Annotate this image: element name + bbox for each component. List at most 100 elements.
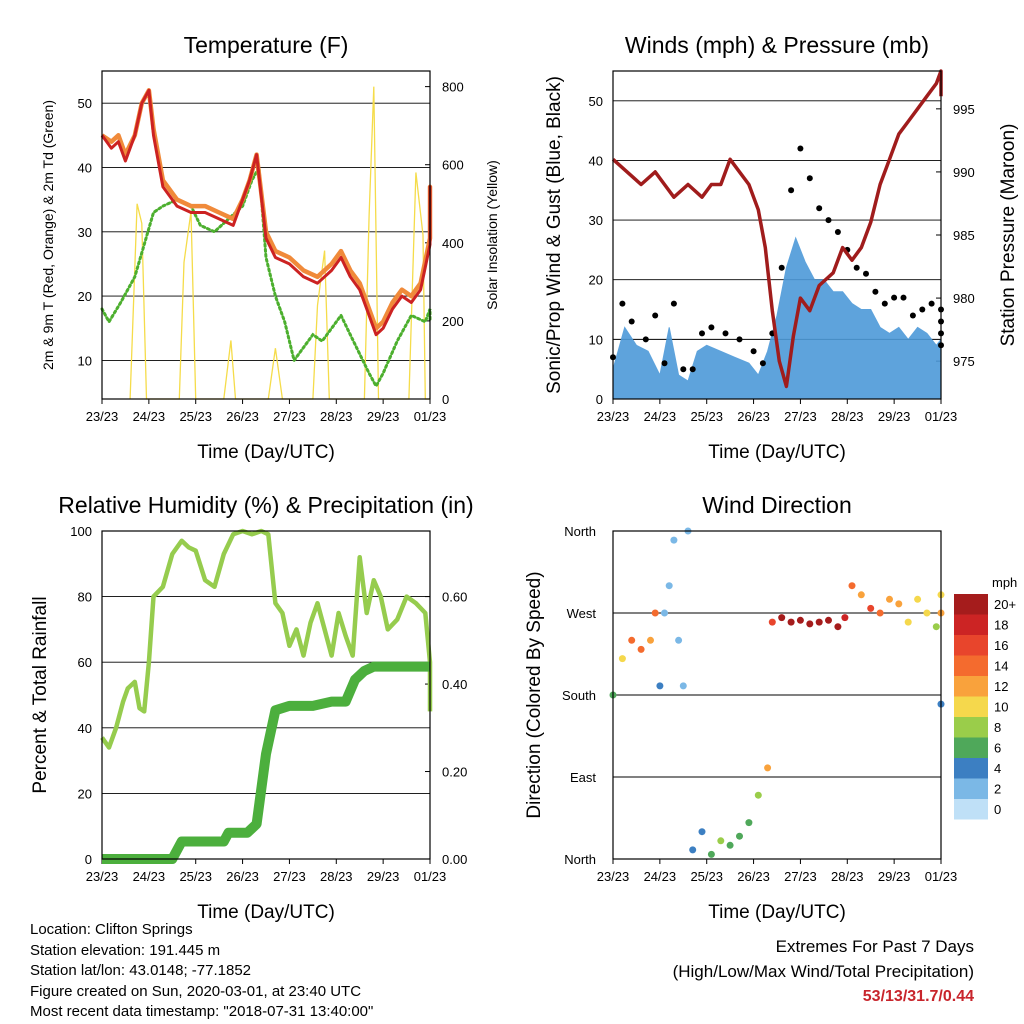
x-axis-label-2: Time (Day/UTC) [197,902,335,923]
direction-point-8 [665,582,673,590]
y-tick-label-0-3: 40 [78,160,92,175]
series-area-wind [612,236,942,400]
legend-swatch-7 [954,737,988,758]
y-tick-label-2-5: 100 [70,524,92,539]
gust-point-18 [797,145,804,152]
x-tick-label-1-6: 29/23 [878,409,911,424]
x-tick-label-2-4: 27/23 [273,869,306,884]
legend-title: mph [992,575,1017,590]
legend-swatch-0 [954,594,988,615]
y-axis-label-1: Sonic/Prop Wind & Gust (Blue, Black) [544,76,565,394]
x-tick-label-0-0: 23/23 [86,409,119,424]
y-tick-label-0-1: 20 [78,289,92,304]
y2-tick-label-1-3: 990 [953,165,975,180]
direction-point-24 [787,618,795,626]
direction-point-32 [857,591,865,599]
direction-point-31 [848,582,856,590]
legend-swatch-4 [954,676,988,697]
x-tick-label-1-4: 27/23 [784,409,817,424]
x-tick-label-0-4: 27/23 [273,409,306,424]
gust-point-26 [872,288,879,295]
series-line-solar [129,86,430,400]
direction-point-7 [661,609,668,617]
plot-frame-2 [101,530,431,860]
y-tick-label-2-2: 40 [78,721,92,736]
chart-title-2: Relative Humidity (%) & Precipitation (i… [58,492,473,518]
legend-label-7: 6 [994,741,1001,756]
direction-point-15 [707,850,715,858]
direction-point-21 [764,764,772,772]
y-axis-label-2: Percent & Total Rainfall [30,596,51,793]
direction-point-35 [886,595,893,603]
direction-point-6 [656,682,664,690]
legend-swatch-3 [954,655,988,676]
gust-point-6 [670,300,677,307]
y-tick-label-1-1: 10 [589,332,603,347]
y2-tick-label-2-0: 0.00 [442,852,467,867]
y-tick-label-0-4: 50 [78,96,92,111]
legend-swatch-5 [954,696,988,717]
y-tick-label-3-1: East [570,770,596,785]
gust-point-11 [722,330,729,337]
y-tick-label-1-0: 0 [596,392,603,407]
direction-point-22 [768,618,776,626]
recent-text: Most recent data timestamp: "2018-07-31 … [30,1003,374,1020]
y-axis-label-0: 2m & 9m T (Red, Orange) & 2m Td (Green) [40,100,56,370]
legend-swatch-1 [954,614,988,635]
direction-point-18 [736,832,743,840]
gust-point-4 [652,312,659,319]
x-tick-label-3-7: 01/23 [925,869,958,884]
gust-point-13 [750,348,757,355]
direction-point-14 [698,828,706,836]
y-tick-label-1-4: 40 [589,153,603,168]
y-tick-label-1-5: 50 [589,94,603,109]
legend-swatch-9 [954,778,988,799]
gust-point-19 [806,175,813,182]
direction-point-38 [914,595,922,603]
x-tick-label-1-0: 23/23 [597,409,630,424]
gust-point-20 [816,205,823,212]
gust-point-25 [863,270,869,277]
x-tick-label-2-7: 01/23 [414,869,447,884]
y-tick-label-0-2: 30 [78,225,92,240]
extremes-box: Extremes For Past 7 Days (High/Low/Max W… [673,934,974,1009]
gust-point-17 [788,187,795,194]
legend-label-0: 20+ [994,597,1016,612]
x-tick-label-0-5: 28/23 [320,409,353,424]
direction-point-36 [895,600,903,608]
direction-point-11 [679,682,687,690]
x-axis-label-1: Time (Day/UTC) [708,442,846,463]
series-line-2m-temp [100,88,432,337]
x-tick-label-3-2: 25/23 [690,869,723,884]
x-tick-label-1-3: 26/23 [737,409,770,424]
direction-point-9 [670,536,678,544]
x-tick-label-2-5: 28/23 [320,869,353,884]
y-tick-label-2-1: 20 [78,786,92,801]
x-tick-label-3-0: 23/23 [597,869,630,884]
y2-tick-label-1-1: 980 [953,291,975,306]
direction-point-2 [628,636,636,644]
gust-point-16 [778,264,785,271]
gust-point-12 [736,336,743,343]
created-text: Figure created on Sun, 2020-03-01, at 23… [30,982,362,1000]
y2-tick-label-1-0: 975 [953,354,975,369]
chart-title-3: Wind Direction [702,492,852,518]
y2-tick-label-1-4: 995 [953,102,975,117]
legend-label-10: 0 [994,802,1001,817]
direction-point-3 [637,645,645,653]
gust-point-22 [834,229,841,235]
gust-point-27 [881,300,888,307]
legend-label-5: 10 [994,700,1008,715]
y-tick-label-3-4: North [564,524,596,539]
legend-swatch-2 [954,635,988,656]
x-tick-label-0-1: 24/23 [133,409,166,424]
direction-point-29 [834,623,842,631]
legend-label-8: 4 [994,761,1001,776]
direction-point-20 [754,791,762,799]
direction-point-16 [717,837,725,845]
direction-point-1 [618,655,626,663]
gust-point-21 [825,217,832,224]
legend-label-2: 16 [994,638,1008,653]
x-tick-label-1-5: 28/23 [831,409,864,424]
x-tick-label-1-1: 24/23 [644,409,677,424]
